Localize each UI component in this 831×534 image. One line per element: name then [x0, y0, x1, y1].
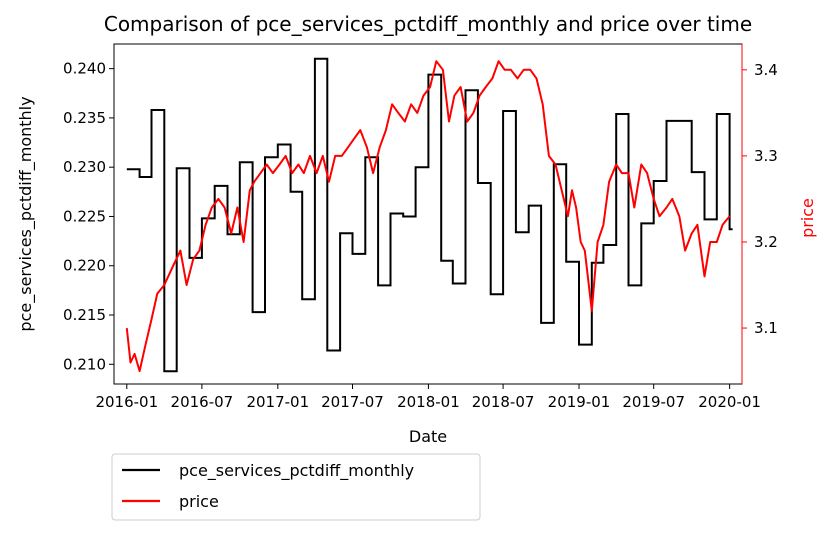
y-tick-label: 0.230	[63, 158, 106, 176]
legend-label-price: price	[179, 492, 219, 511]
y-axis-left: 0.210 0.215 0.220 0.225 0.230 0.235 0.240	[63, 60, 114, 373]
y2-tick-label: 3.2	[754, 233, 778, 251]
x-tick-label: 2019-07	[622, 393, 685, 411]
x-tick-label: 2020-01	[698, 393, 761, 411]
price-line	[125, 60, 731, 373]
pce-line	[126, 57, 733, 373]
x-tick-label: 2018-07	[472, 393, 535, 411]
legend-box	[111, 453, 481, 521]
y-axis-right: 3.1 3.2 3.3 3.4	[742, 61, 778, 337]
y-tick-label: 0.240	[63, 60, 106, 78]
y-tick-label: 0.215	[63, 306, 106, 324]
legend-label-pce: pce_services_pctdiff_monthly	[179, 461, 414, 481]
x-tick-label: 2017-07	[321, 393, 384, 411]
y-axis-label: pce_services_pctdiff_monthly	[16, 96, 36, 331]
y2-tick-label: 3.4	[754, 61, 778, 79]
y-tick-label: 0.210	[63, 355, 106, 373]
x-tick-label: 2016-01	[95, 393, 158, 411]
x-tick-label: 2019-01	[548, 393, 611, 411]
y-tick-label: 0.225	[63, 207, 106, 225]
y2-tick-label: 3.1	[754, 319, 778, 337]
y-tick-label: 0.235	[63, 109, 106, 127]
y2-tick-label: 3.3	[754, 147, 778, 165]
chart-title: Comparison of pce_services_pctdiff_month…	[104, 12, 752, 36]
x-tick-label: 2018-01	[397, 393, 460, 411]
x-axis-label: Date	[409, 427, 447, 446]
y-tick-label: 0.220	[63, 257, 106, 275]
x-tick-label: 2017-01	[246, 393, 309, 411]
x-tick-label: 2016-07	[171, 393, 234, 411]
pce-series	[126, 57, 733, 373]
y2-axis-label: price	[798, 198, 817, 238]
legend: pce_services_pctdiff_monthly price	[111, 453, 481, 521]
price-series	[125, 60, 731, 373]
x-axis: 2016-01 2016-07 2017-01 2017-07 2018-01 2018-…	[95, 384, 761, 411]
